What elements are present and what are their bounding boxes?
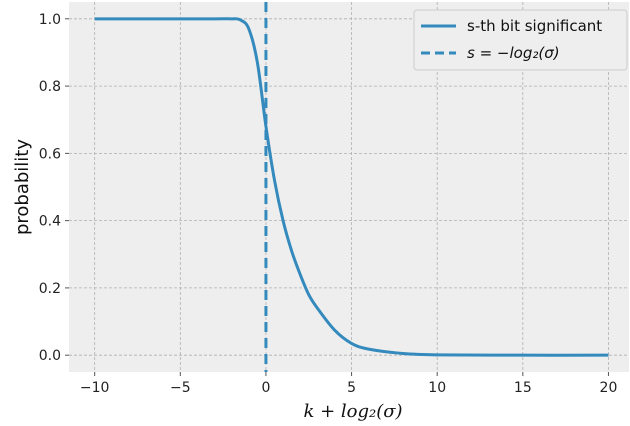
y-tick-label: 1.0 <box>39 12 61 28</box>
x-tick-label: 15 <box>514 380 532 396</box>
x-tick-label: 10 <box>428 380 446 396</box>
grid-lines <box>69 2 629 372</box>
x-tick-label: 5 <box>347 380 356 396</box>
x-axis-label: k + log₂(σ) <box>303 401 402 422</box>
x-tick-label: 0 <box>261 380 270 396</box>
series-line-bit-significant <box>94 17 609 357</box>
legend-label-bit-significant: s-th bit significant <box>467 17 602 35</box>
tick-layer: −10 −5 0 5 10 15 20 0.0 0.2 0.4 0.6 0.8 1.0 <box>39 12 618 396</box>
x-tick-label: −5 <box>170 380 191 396</box>
y-tick-label: 0.8 <box>39 79 61 95</box>
y-tick-label: 0.6 <box>39 146 61 162</box>
series-layer <box>94 2 609 372</box>
y-tick-label: 0.0 <box>39 348 61 364</box>
legend: s-th bit significant s = −log₂(σ) <box>413 9 628 71</box>
x-tick-label: 20 <box>600 380 618 396</box>
y-axis-label: probability <box>12 139 33 235</box>
y-tick-label: 0.4 <box>39 214 61 230</box>
legend-label-threshold: s = −log₂(σ) <box>467 44 560 62</box>
legend-box <box>413 9 628 71</box>
x-tick-label: −10 <box>80 380 110 396</box>
y-tick-label: 0.2 <box>39 281 61 297</box>
